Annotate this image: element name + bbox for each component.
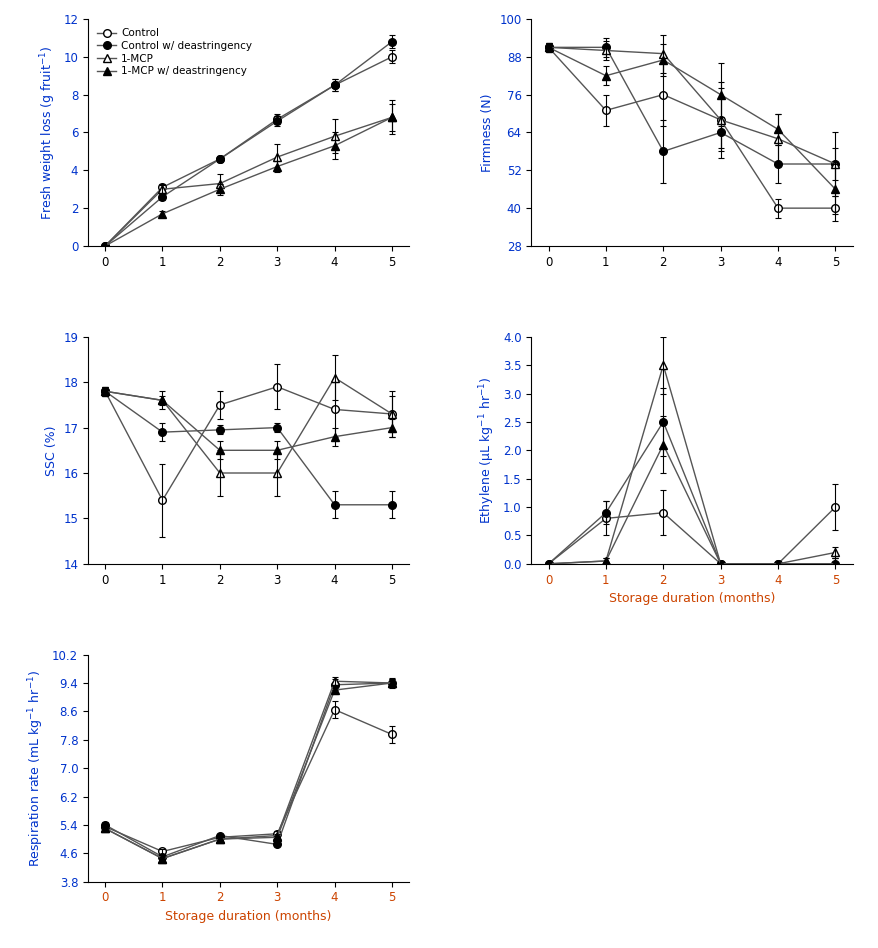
X-axis label: Storage duration (months): Storage duration (months) — [165, 910, 331, 923]
Y-axis label: Firmness (N): Firmness (N) — [480, 93, 493, 172]
Y-axis label: Ethylene (μL kg$^{-1}$ hr$^{-1}$): Ethylene (μL kg$^{-1}$ hr$^{-1}$) — [478, 376, 497, 524]
Y-axis label: Fresh weight loss (g fruit$^{-1}$): Fresh weight loss (g fruit$^{-1}$) — [38, 46, 58, 220]
Legend: Control, Control w/ deastringency, 1-MCP, 1-MCP w/ deastringency: Control, Control w/ deastringency, 1-MCP… — [93, 24, 256, 81]
X-axis label: Storage duration (months): Storage duration (months) — [608, 592, 774, 605]
Y-axis label: Respiration rate (mL kg$^{-1}$ hr$^{-1}$): Respiration rate (mL kg$^{-1}$ hr$^{-1}$… — [27, 669, 47, 866]
Y-axis label: SSC (%): SSC (%) — [45, 425, 58, 476]
